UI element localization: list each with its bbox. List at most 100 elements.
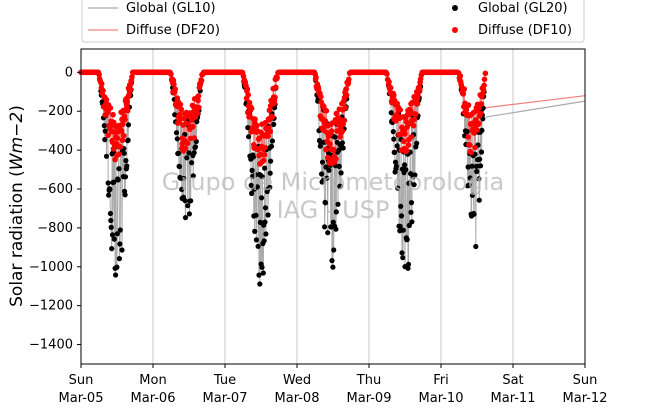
point-global-gl20 xyxy=(262,205,269,211)
point-global-gl20 xyxy=(329,258,335,264)
point-diffuse-df10 xyxy=(460,91,467,97)
legend: Global (GL10) Diffuse (DF20) Global (GL2… xyxy=(81,0,585,43)
point-diffuse-df10 xyxy=(272,94,278,101)
point-global-gl20 xyxy=(408,209,414,215)
point-diffuse-df10 xyxy=(408,134,415,140)
point-global-gl20 xyxy=(176,150,182,156)
point-global-gl20 xyxy=(116,166,122,172)
point-diffuse-df10 xyxy=(248,105,255,112)
point-global-gl20 xyxy=(474,168,480,175)
y-tick-label-6: −1200 xyxy=(29,299,73,314)
point-diffuse-df10 xyxy=(333,110,340,117)
point-global-gl20 xyxy=(113,272,119,278)
point-global-gl20 xyxy=(184,155,190,161)
point-global-gl20 xyxy=(265,212,271,218)
point-diffuse-df10 xyxy=(129,74,135,80)
point-global-gl20 xyxy=(476,176,482,182)
x-tick-day-6: Sat xyxy=(502,373,523,388)
point-global-gl20 xyxy=(464,128,470,135)
point-global-gl20 xyxy=(174,136,180,142)
point-global-gl20 xyxy=(123,158,129,164)
point-diffuse-df10 xyxy=(403,147,410,154)
x-tick-date-0: Mar-05 xyxy=(59,391,104,406)
point-diffuse-df10 xyxy=(273,84,279,90)
point-global-gl20 xyxy=(101,123,107,129)
point-global-gl20 xyxy=(194,119,200,125)
point-global-gl20 xyxy=(412,172,418,178)
point-global-gl20 xyxy=(326,167,332,173)
point-diffuse-df10 xyxy=(98,81,105,87)
point-diffuse-df10 xyxy=(245,92,251,98)
point-diffuse-df10 xyxy=(105,132,111,139)
point-global-gl20 xyxy=(189,160,195,166)
point-global-gl20 xyxy=(271,121,277,127)
point-diffuse-df10 xyxy=(330,147,337,154)
point-diffuse-df10 xyxy=(472,144,478,151)
legend-label-global-gl20: Global (GL20) xyxy=(478,1,568,16)
legend-frame xyxy=(81,0,585,43)
point-global-gl20 xyxy=(330,219,336,225)
point-global-gl20 xyxy=(105,180,111,186)
point-diffuse-df10 xyxy=(274,74,280,81)
point-global-gl20 xyxy=(398,213,405,219)
point-global-gl20 xyxy=(319,171,325,177)
point-global-gl20 xyxy=(388,110,394,116)
series-line-global-gl10-tail xyxy=(485,100,586,118)
legend-label-diffuse-df20: Diffuse (DF20) xyxy=(126,23,220,38)
x-tick-day-3: Wed xyxy=(283,373,311,388)
point-global-gl20 xyxy=(403,167,409,173)
point-global-gl20 xyxy=(393,163,399,169)
point-diffuse-df10 xyxy=(327,141,333,147)
point-global-gl20 xyxy=(190,173,196,179)
series-line-diffuse-df20-tail xyxy=(485,95,586,109)
point-global-gl20 xyxy=(121,150,127,156)
point-diffuse-df10 xyxy=(405,142,412,148)
point-global-gl20 xyxy=(253,212,259,218)
point-diffuse-df10 xyxy=(119,137,126,143)
point-diffuse-df10 xyxy=(477,110,484,117)
point-global-gl20 xyxy=(260,270,266,276)
point-global-gl20 xyxy=(181,175,187,182)
point-global-gl20 xyxy=(336,163,342,169)
point-diffuse-df10 xyxy=(124,107,131,114)
point-diffuse-df10 xyxy=(403,119,410,125)
point-diffuse-df10 xyxy=(415,93,421,100)
point-diffuse-df10 xyxy=(196,104,202,111)
point-global-gl20 xyxy=(114,231,120,237)
point-global-gl20 xyxy=(395,185,401,191)
point-global-gl20 xyxy=(182,215,189,221)
point-diffuse-df10 xyxy=(313,74,319,81)
point-global-gl20 xyxy=(478,149,485,155)
point-global-gl20 xyxy=(116,256,122,262)
y-tick-label-0: 0 xyxy=(65,65,73,80)
point-global-gl20 xyxy=(402,162,408,168)
point-diffuse-df10 xyxy=(127,86,133,93)
point-diffuse-df10 xyxy=(178,106,184,113)
point-diffuse-df10 xyxy=(481,82,487,89)
point-diffuse-df10 xyxy=(478,101,485,107)
point-diffuse-df10 xyxy=(168,71,174,77)
point-global-gl20 xyxy=(186,211,192,217)
point-global-gl20 xyxy=(323,164,329,170)
x-tick-day-4: Thu xyxy=(356,373,381,388)
point-diffuse-df10 xyxy=(191,135,197,141)
point-global-gl20 xyxy=(117,227,123,233)
point-global-gl20 xyxy=(108,224,114,230)
point-diffuse-df10 xyxy=(122,116,128,123)
point-global-gl20 xyxy=(330,264,336,270)
point-diffuse-df10 xyxy=(103,97,110,103)
point-diffuse-df10 xyxy=(269,114,276,120)
point-global-gl20 xyxy=(192,144,199,150)
point-diffuse-df10 xyxy=(265,133,271,139)
y-tick-label-5: −1000 xyxy=(29,260,73,275)
point-diffuse-df10 xyxy=(322,118,329,124)
point-global-gl20 xyxy=(332,134,338,140)
point-diffuse-df10 xyxy=(465,134,471,140)
point-global-gl20 xyxy=(267,170,273,176)
y-tick-label-7: −1400 xyxy=(29,338,73,353)
x-axis: Sun Mar-05 Mon Mar-06 Tue Mar-07 Wed Mar-08 Thu M… xyxy=(59,364,608,406)
point-global-gl20 xyxy=(467,175,473,181)
x-tick-date-7: Mar-12 xyxy=(563,391,608,406)
point-diffuse-df10 xyxy=(171,81,177,87)
point-global-gl20 xyxy=(269,138,275,144)
